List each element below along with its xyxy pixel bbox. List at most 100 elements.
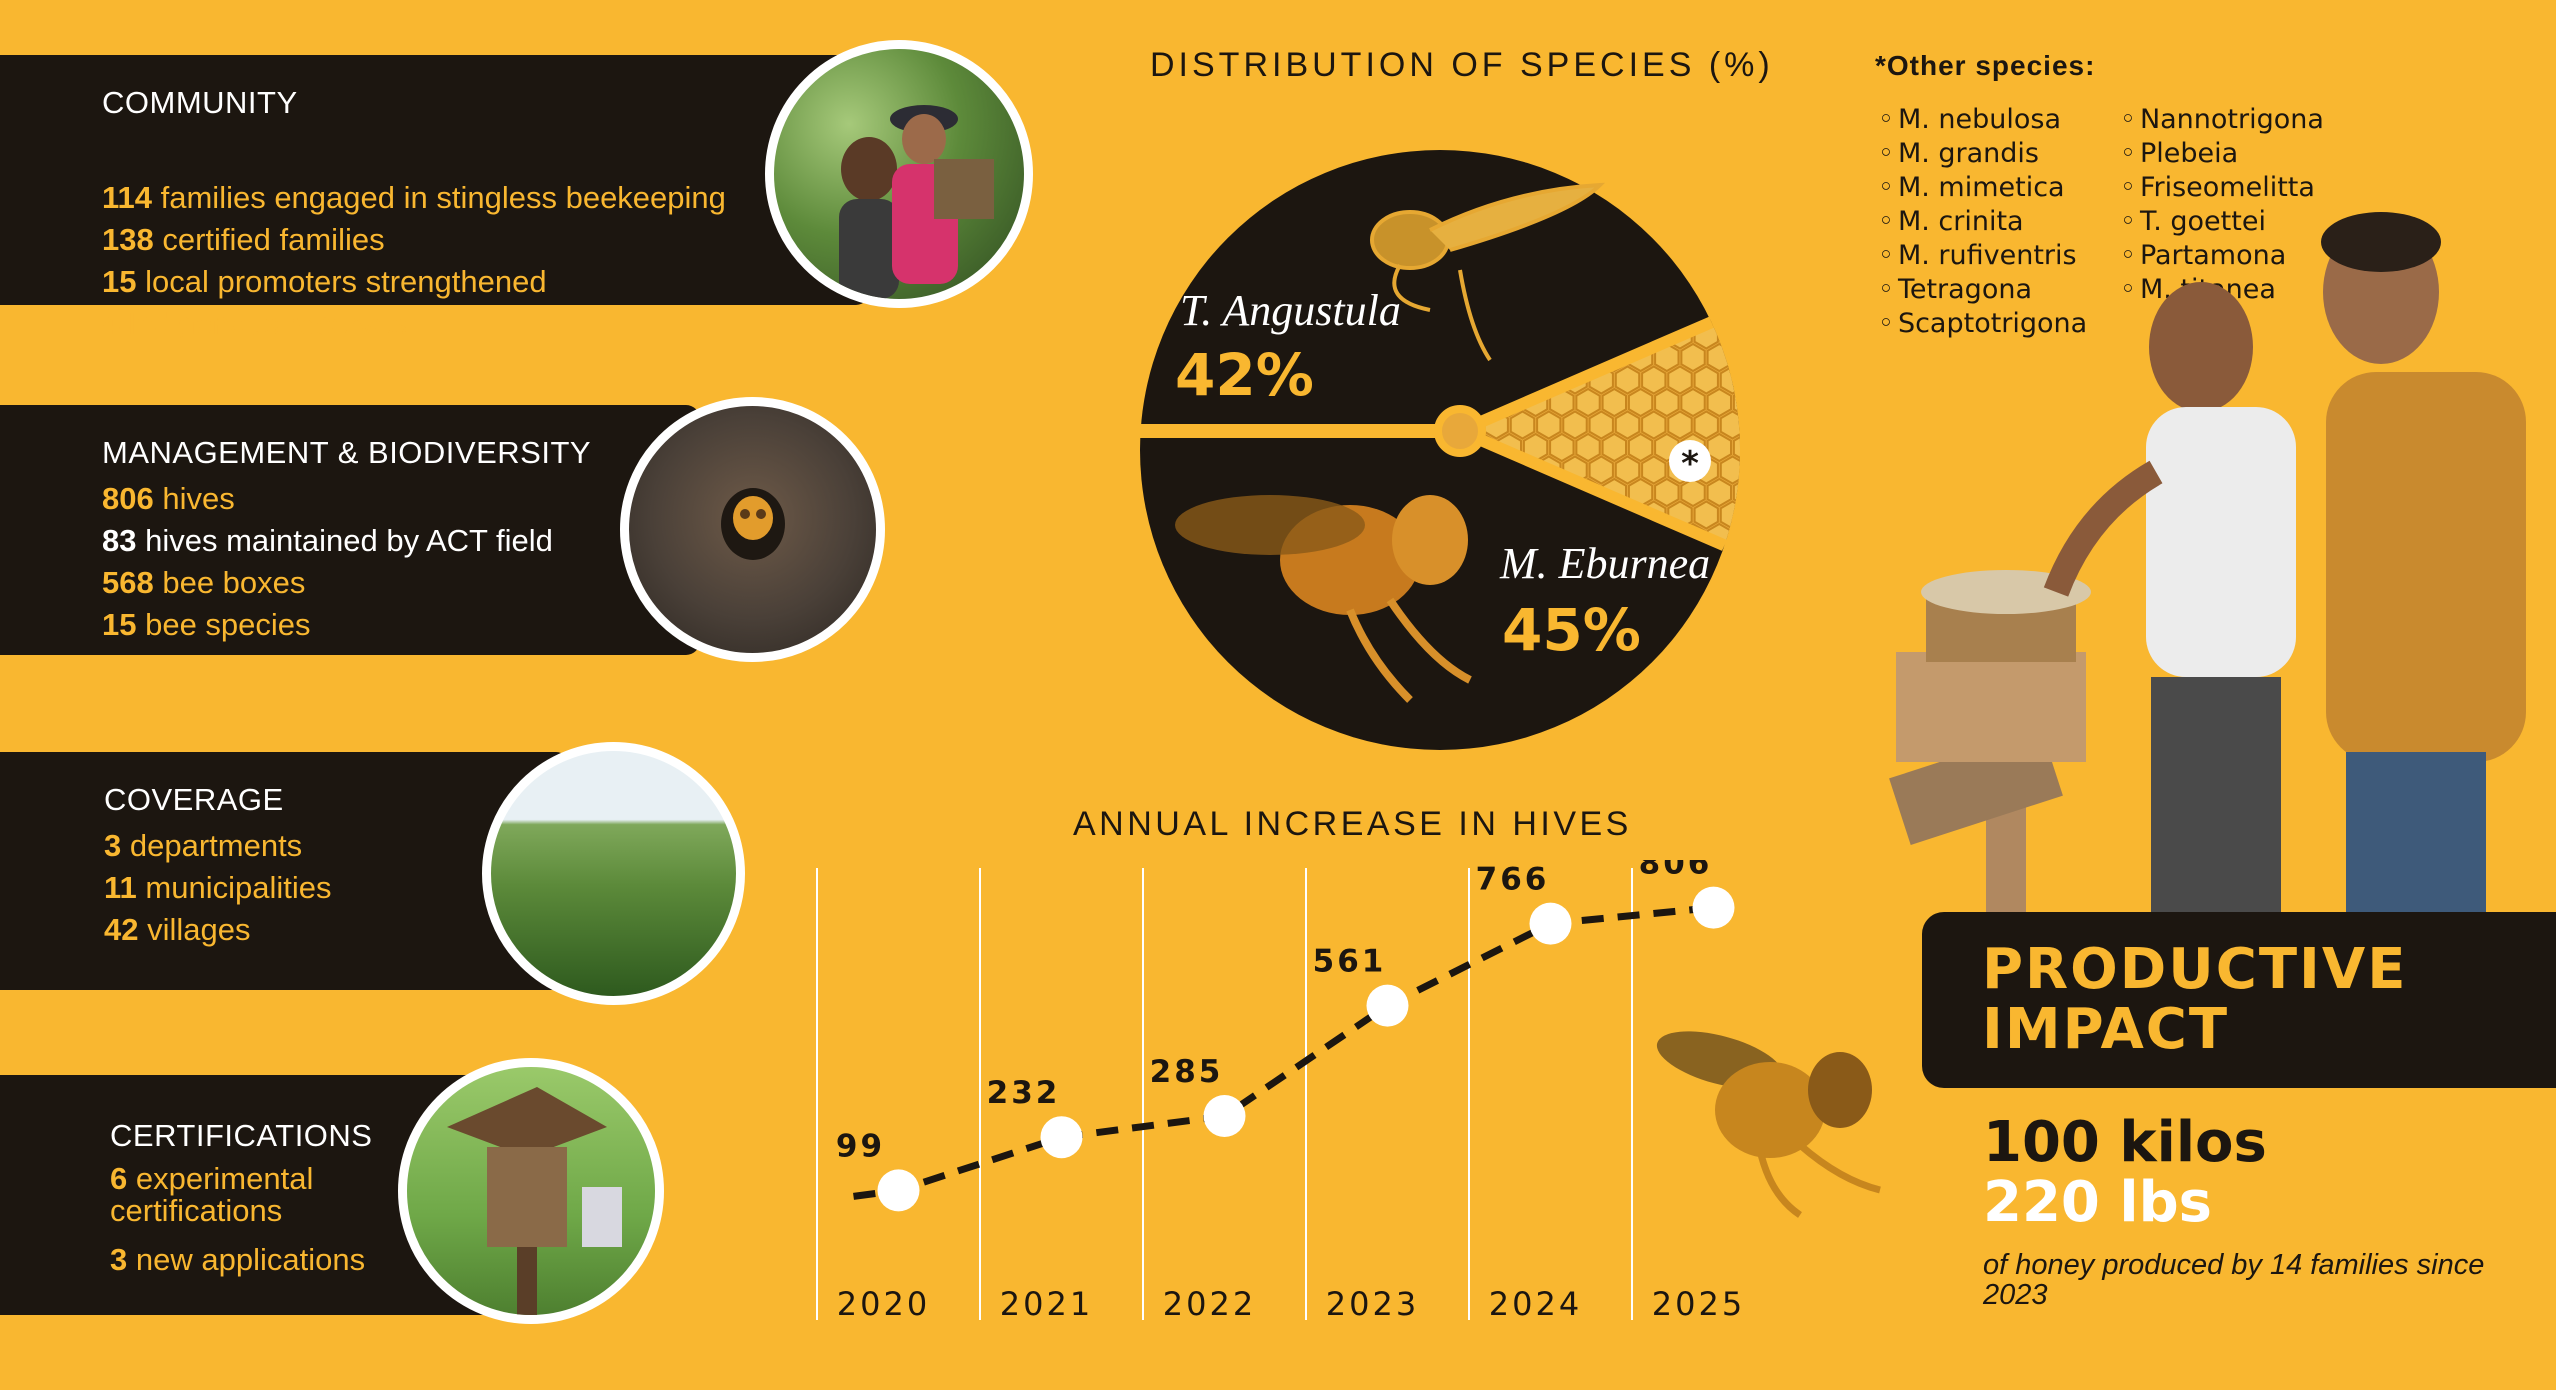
certifications-stat: 3 new applications bbox=[110, 1242, 366, 1277]
other-marker bbox=[1669, 440, 1711, 482]
species-item: Partamona bbox=[2120, 239, 2324, 273]
management-stat: 83 hives maintained by ACT field bbox=[102, 523, 553, 558]
coverage-stat: 42 villages bbox=[104, 912, 251, 947]
honeycomb-cell bbox=[1747, 457, 1750, 484]
management-stat: 806 hives bbox=[102, 481, 235, 516]
species-item: M. grandis bbox=[1878, 137, 2087, 171]
species-item: Tetragona bbox=[1878, 273, 2087, 307]
chart-title: ANNUAL INCREASE IN HIVES bbox=[1073, 805, 1632, 843]
honeycomb-cell bbox=[1601, 432, 1627, 463]
chart-points bbox=[877, 886, 1735, 1212]
honeycomb-cell bbox=[1627, 432, 1654, 463]
coverage-title: COVERAGE bbox=[104, 782, 284, 817]
flying-bee-icon bbox=[1656, 1031, 1881, 1218]
pie-divider-upper bbox=[1457, 316, 1714, 437]
data-point-2020 bbox=[877, 1169, 920, 1212]
data-label-2023: 561 bbox=[1313, 944, 1387, 980]
honeycomb-cell bbox=[1706, 432, 1732, 463]
series-line-hives bbox=[853, 904, 1714, 1200]
community-stat: 4 Indigenous reserves bbox=[102, 306, 408, 341]
species-item: Nannotrigona bbox=[2120, 103, 2324, 137]
honeycomb-cell bbox=[1693, 500, 1719, 530]
impact-kilos: 100 kilos bbox=[1983, 1110, 2267, 1175]
honeycomb-cell bbox=[1719, 545, 1740, 546]
data-point-2024 bbox=[1529, 902, 1572, 945]
x-tick-2022: 2022 bbox=[1163, 1285, 1256, 1323]
management-stat: 15 bee species bbox=[102, 607, 311, 642]
other-species-list-1: M. nebulosa M. grandis M. mimetica M. cr… bbox=[1878, 103, 2087, 341]
pie-divider-lower bbox=[1457, 425, 1727, 551]
species-item: Scaptotrigona bbox=[1878, 307, 2087, 341]
productive-impact-title: PRODUCTIVE IMPACT bbox=[1982, 937, 2408, 1062]
coverage-stats: 3 departments 11 municipalities 42 villa… bbox=[104, 825, 331, 951]
honeycomb-cell bbox=[1536, 410, 1562, 440]
honeycomb-cell bbox=[1693, 410, 1719, 440]
slice-pct-t-angustula: 42% bbox=[1175, 341, 1314, 409]
honeycomb-cell bbox=[1693, 365, 1719, 395]
data-label-2022: 285 bbox=[1150, 1054, 1224, 1090]
honeycomb-cell bbox=[1575, 432, 1601, 463]
honeycomb-cell bbox=[1747, 547, 1750, 574]
honeycomb-cell bbox=[1721, 277, 1744, 304]
honeycomb-cell bbox=[1641, 365, 1667, 395]
species-item: M. crinita bbox=[1878, 205, 2087, 239]
honeycomb-cell bbox=[1549, 432, 1575, 463]
honeycomb-cell bbox=[1588, 455, 1614, 485]
species-item: T. goettei bbox=[2120, 205, 2324, 239]
honeycomb-cell bbox=[1641, 410, 1667, 440]
data-point-2022 bbox=[1203, 1095, 1246, 1137]
impact-lbs: 220 lbs bbox=[1983, 1170, 2213, 1235]
other-species-heading: *Other species: bbox=[1875, 50, 2096, 81]
honeycomb-cell bbox=[1732, 322, 1740, 328]
species-item: M. rufiventris bbox=[1878, 239, 2087, 273]
data-label-2024: 766 bbox=[1476, 862, 1550, 898]
community-stat: 15 local promoters strengthened bbox=[102, 264, 547, 299]
x-tick-2025: 2025 bbox=[1652, 1285, 1745, 1323]
honeycomb-cell bbox=[1667, 365, 1693, 395]
honeycomb-cell bbox=[1719, 455, 1740, 485]
certifications-title: CERTIFICATIONS bbox=[110, 1118, 373, 1153]
honeycomb-cell bbox=[1719, 500, 1740, 530]
honeycomb-cell bbox=[1588, 410, 1614, 440]
data-label-2021: 232 bbox=[987, 1075, 1061, 1111]
honeycomb-cell bbox=[1601, 387, 1627, 418]
management-stats: 806 hives 83 hives maintained by ACT fie… bbox=[102, 478, 553, 646]
honeycomb-cell bbox=[1509, 410, 1536, 440]
honeycomb-cell bbox=[1614, 410, 1641, 440]
species-item: M. nebulosa bbox=[1878, 103, 2087, 137]
honeycomb-cell bbox=[1747, 502, 1750, 529]
honeycomb-cell bbox=[1747, 367, 1750, 394]
honeycomb-cell bbox=[1654, 477, 1680, 508]
pie-background bbox=[1140, 150, 1740, 750]
pie-center-dot bbox=[1434, 405, 1486, 457]
honeycomb-cell bbox=[1706, 342, 1732, 373]
beekeepers-with-hive-photo-icon bbox=[1889, 212, 2526, 912]
landscape-photo-icon bbox=[482, 742, 745, 1005]
management-stat: 568 bee boxes bbox=[102, 565, 306, 600]
management-panel: MANAGEMENT & BIODIVERSITY 806 hives 83 h… bbox=[0, 405, 700, 655]
chart-x-ticks: 2020 2021 2022 2023 2024 2025 bbox=[837, 1285, 1745, 1323]
data-point-2025 bbox=[1692, 886, 1735, 929]
x-tick-2021: 2021 bbox=[1000, 1285, 1093, 1323]
honeycomb-cell bbox=[1614, 455, 1641, 485]
certifications-stat: 6 experimental certifications bbox=[110, 1161, 314, 1228]
coverage-stat: 11 municipalities bbox=[104, 870, 332, 905]
honeycomb-cell bbox=[1575, 387, 1601, 418]
certifications-stats: 6 experimental certifications 3 new appl… bbox=[110, 1163, 370, 1281]
honeycomb-cell bbox=[1732, 342, 1740, 373]
community-title: COMMUNITY bbox=[102, 85, 298, 120]
honeycomb-cell bbox=[1706, 387, 1732, 418]
productive-impact-box: PRODUCTIVE IMPACT bbox=[1922, 912, 2556, 1088]
x-tick-2023: 2023 bbox=[1326, 1285, 1419, 1323]
community-stats: 114 families engaged in stingless beekee… bbox=[102, 177, 726, 345]
chart-grid bbox=[816, 868, 1633, 1320]
t-angustula-bee-icon bbox=[1370, 182, 1606, 362]
honeycomb-cell bbox=[1667, 410, 1693, 440]
hive-photo-icon bbox=[398, 1058, 664, 1324]
m-eburnea-bee-icon bbox=[1175, 495, 1472, 703]
honeycomb-cell bbox=[1747, 322, 1750, 349]
x-tick-2020: 2020 bbox=[837, 1285, 930, 1323]
honeycomb-cell bbox=[1719, 322, 1740, 350]
data-label-2025: 806 bbox=[1639, 860, 1713, 882]
